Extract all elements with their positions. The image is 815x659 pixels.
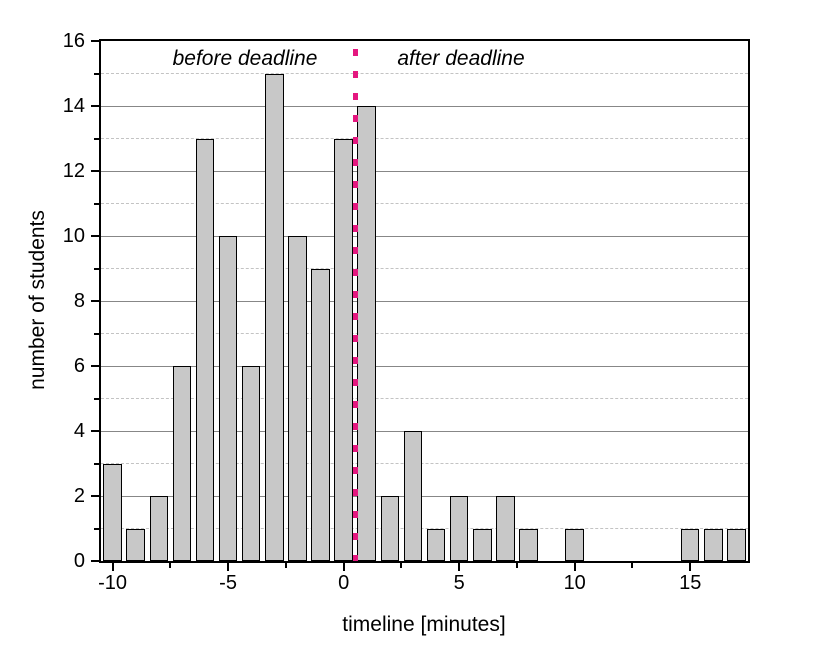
gridline-major bbox=[101, 430, 748, 432]
gridline-minor bbox=[101, 203, 748, 204]
histogram-bar bbox=[496, 496, 515, 561]
y-axis-tick-label: 0 bbox=[73, 550, 85, 572]
gridline-minor bbox=[101, 268, 748, 269]
y-axis-minor-tick bbox=[94, 527, 99, 530]
x-axis-minor-tick bbox=[284, 563, 287, 568]
histogram-bar bbox=[727, 528, 746, 561]
x-axis-tick-label: 0 bbox=[338, 572, 350, 594]
y-axis-major-tick bbox=[91, 170, 99, 172]
histogram-bar bbox=[380, 496, 400, 561]
histogram-bar bbox=[241, 366, 261, 561]
gridline-minor bbox=[101, 138, 748, 139]
x-axis-tick-label: 10 bbox=[563, 572, 586, 594]
gridline-major bbox=[101, 235, 748, 237]
histogram-bar bbox=[195, 138, 215, 561]
gridline-major bbox=[101, 495, 748, 497]
histogram-bar bbox=[334, 138, 353, 561]
x-axis-minor-tick bbox=[515, 563, 518, 568]
y-axis-minor-tick bbox=[94, 462, 99, 465]
y-axis-tick-label: 12 bbox=[62, 160, 85, 182]
x-axis-major-tick bbox=[458, 563, 461, 571]
x-axis-major-tick bbox=[227, 563, 230, 571]
gridline-minor bbox=[101, 398, 748, 399]
y-axis-tick-label: 14 bbox=[62, 95, 85, 117]
histogram-bar bbox=[311, 268, 330, 561]
x-axis-major-tick bbox=[111, 563, 114, 571]
gridline-major bbox=[101, 300, 748, 302]
x-axis-tick-label: -10 bbox=[98, 572, 127, 594]
gridline-minor bbox=[101, 528, 748, 529]
histogram-bar bbox=[149, 496, 168, 561]
histogram-bar bbox=[126, 528, 145, 561]
histogram-bar bbox=[519, 528, 538, 561]
histogram-bar bbox=[426, 528, 446, 561]
histogram-bar bbox=[565, 528, 584, 561]
y-axis-minor-tick bbox=[94, 202, 99, 205]
x-axis-minor-tick bbox=[169, 563, 172, 568]
x-axis-minor-tick bbox=[400, 563, 403, 568]
x-axis-tick-label: -5 bbox=[219, 572, 237, 594]
x-axis-tick-label: 5 bbox=[453, 572, 465, 594]
y-axis-minor-tick bbox=[94, 72, 99, 75]
y-axis-major-tick bbox=[91, 560, 99, 562]
deadline-line bbox=[352, 41, 358, 561]
x-axis-major-tick bbox=[689, 563, 692, 571]
y-axis-major-tick bbox=[91, 365, 99, 367]
y-axis-tick-label: 10 bbox=[62, 225, 85, 247]
y-axis-major-tick bbox=[91, 430, 99, 432]
y-axis-minor-tick bbox=[94, 267, 99, 270]
y-axis-major-tick bbox=[91, 300, 99, 302]
histogram-bar bbox=[218, 236, 238, 561]
histogram-bar bbox=[265, 73, 284, 561]
x-axis-major-tick bbox=[573, 563, 576, 571]
histogram-bar bbox=[704, 528, 723, 561]
y-axis-tick-label: 6 bbox=[73, 355, 85, 377]
plot-area bbox=[99, 39, 750, 563]
histogram-bar bbox=[680, 528, 700, 561]
gridline-minor bbox=[101, 73, 748, 74]
x-axis-major-tick bbox=[342, 563, 345, 571]
gridline-minor bbox=[101, 333, 748, 334]
gridline-minor bbox=[101, 463, 748, 464]
y-axis-minor-tick bbox=[94, 137, 99, 140]
y-axis-major-tick bbox=[91, 40, 99, 42]
histogram-bar bbox=[473, 528, 492, 561]
gridline-major bbox=[101, 105, 748, 107]
y-axis-tick-label: 8 bbox=[73, 290, 85, 312]
x-axis-minor-tick bbox=[631, 563, 634, 568]
annotation-after-deadline: after deadline bbox=[397, 47, 525, 70]
x-axis-tick-label: 15 bbox=[679, 572, 702, 594]
y-axis-tick-label: 16 bbox=[62, 30, 85, 52]
histogram-bar bbox=[288, 236, 307, 561]
histogram-bar bbox=[357, 106, 376, 561]
gridline-major bbox=[101, 170, 748, 172]
y-axis-tick-label: 2 bbox=[73, 485, 85, 507]
histogram-bar bbox=[172, 366, 192, 561]
y-axis-major-tick bbox=[91, 495, 99, 497]
x-axis-title: timeline [minutes] bbox=[342, 613, 506, 636]
y-axis-minor-tick bbox=[94, 332, 99, 335]
annotation-before-deadline: before deadline bbox=[172, 47, 318, 70]
histogram-bar bbox=[103, 463, 122, 561]
histogram-bar bbox=[449, 496, 469, 561]
y-axis-major-tick bbox=[91, 105, 99, 107]
y-axis-tick-label: 4 bbox=[73, 420, 85, 442]
y-axis-major-tick bbox=[91, 235, 99, 237]
y-axis-minor-tick bbox=[94, 397, 99, 400]
gridline-major bbox=[101, 365, 748, 367]
histogram-bar bbox=[403, 431, 423, 561]
